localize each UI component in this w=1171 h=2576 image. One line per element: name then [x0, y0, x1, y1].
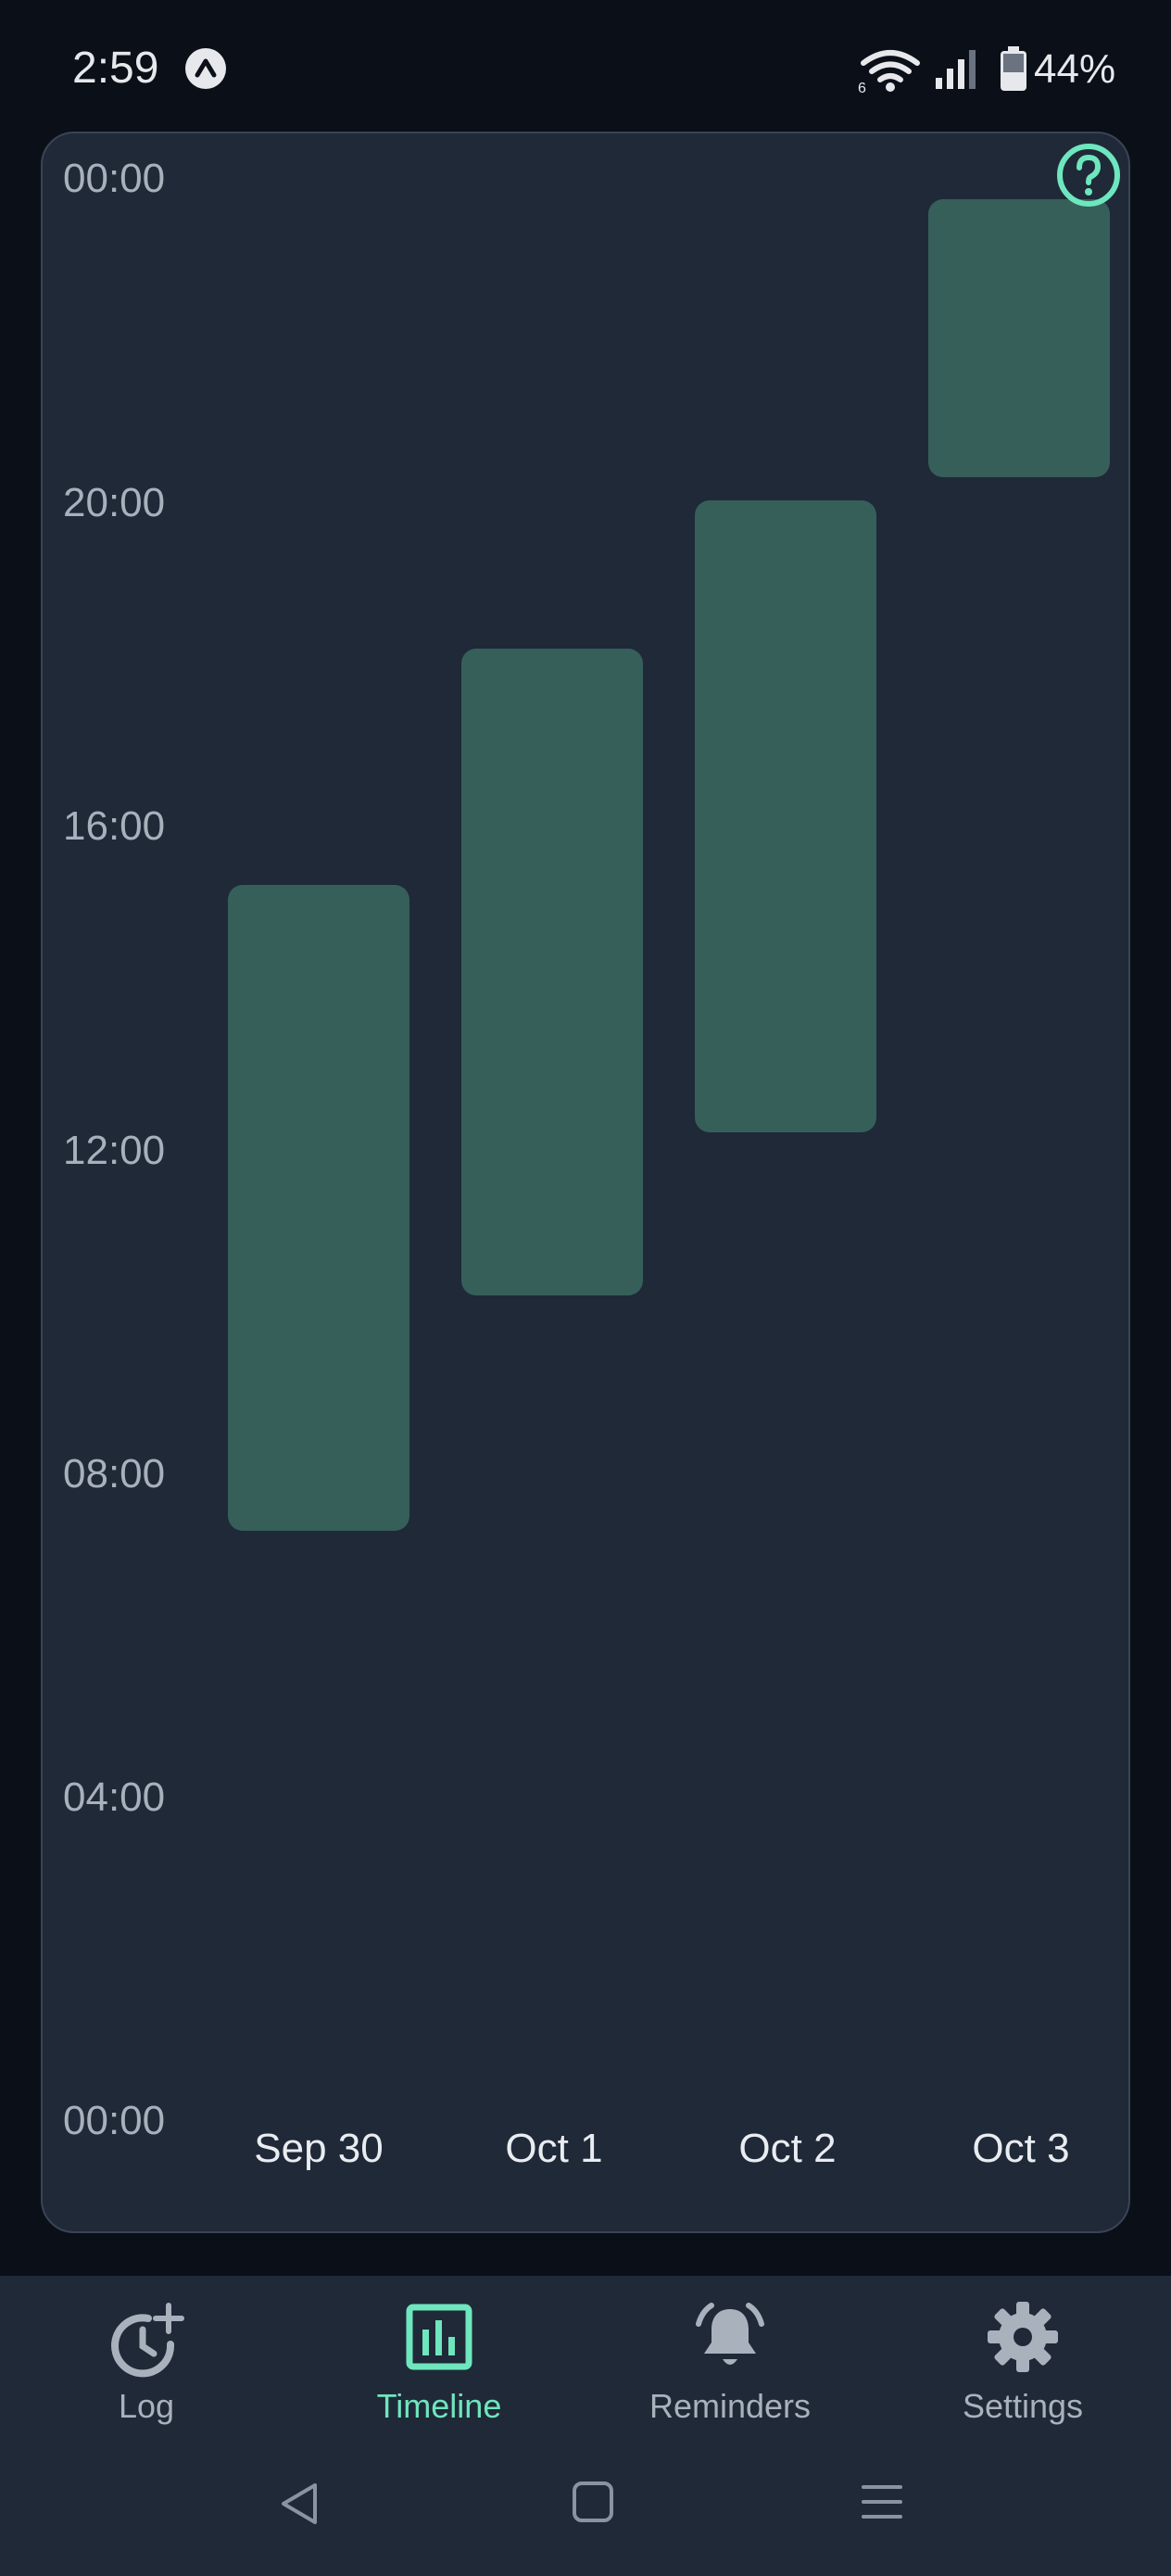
nav-item-reminders[interactable]: Reminders: [591, 2276, 869, 2433]
status-bar: 2:59 6 44%: [0, 0, 1171, 130]
range-bar-sep-30[interactable]: [228, 885, 409, 1531]
nav-label-settings: Settings: [962, 2387, 1084, 2425]
back-icon[interactable]: [276, 2480, 324, 2528]
home-icon[interactable]: [571, 2480, 615, 2524]
range-bar-oct-1[interactable]: [461, 649, 643, 1296]
y-tick-label: 00:00: [63, 2098, 166, 2143]
bar-chart-icon: [406, 2304, 472, 2370]
gear-icon: [988, 2302, 1058, 2372]
help-icon[interactable]: [1056, 143, 1121, 208]
y-tick-label: 04:00: [63, 1774, 166, 1820]
y-tick-label: 16:00: [63, 803, 166, 849]
nav-label-log: Log: [118, 2387, 175, 2425]
x-tick-label-sep-30: Sep 30: [254, 2126, 384, 2171]
status-time: 2:59: [72, 44, 159, 93]
network-badge: 6: [858, 81, 866, 95]
range-bar-oct-3[interactable]: [928, 199, 1110, 478]
battery-icon: [1001, 46, 1026, 91]
app-notification-icon: [185, 48, 226, 89]
nav-item-log[interactable]: Log: [7, 2276, 285, 2433]
wifi-icon: 6: [858, 50, 920, 95]
range-bar-oct-2[interactable]: [695, 500, 876, 1132]
bottom-nav: Log Timeline Reminders: [0, 2276, 1171, 2576]
nav-item-timeline[interactable]: Timeline: [300, 2276, 578, 2433]
recents-icon[interactable]: [860, 2480, 904, 2524]
timeline-chart: 00:00 20:00 16:00 12:00 08:00 04:00 00:0…: [41, 132, 1130, 2233]
x-tick-label-oct-3: Oct 3: [972, 2126, 1070, 2171]
bell-icon: [696, 2303, 764, 2365]
nav-label-timeline: Timeline: [376, 2387, 502, 2425]
signal-icon: [936, 50, 976, 89]
battery-percent: 44%: [1034, 46, 1116, 92]
x-tick-label-oct-1: Oct 1: [505, 2126, 603, 2171]
clock-plus-icon: [111, 2303, 184, 2378]
y-tick-label: 20:00: [63, 480, 166, 525]
nav-item-settings[interactable]: Settings: [884, 2276, 1162, 2433]
x-tick-label-oct-2: Oct 2: [738, 2126, 837, 2171]
y-tick-label: 00:00: [63, 156, 166, 201]
y-tick-label: 08:00: [63, 1451, 166, 1496]
nav-label-reminders: Reminders: [648, 2387, 812, 2425]
y-tick-label: 12:00: [63, 1128, 166, 1173]
